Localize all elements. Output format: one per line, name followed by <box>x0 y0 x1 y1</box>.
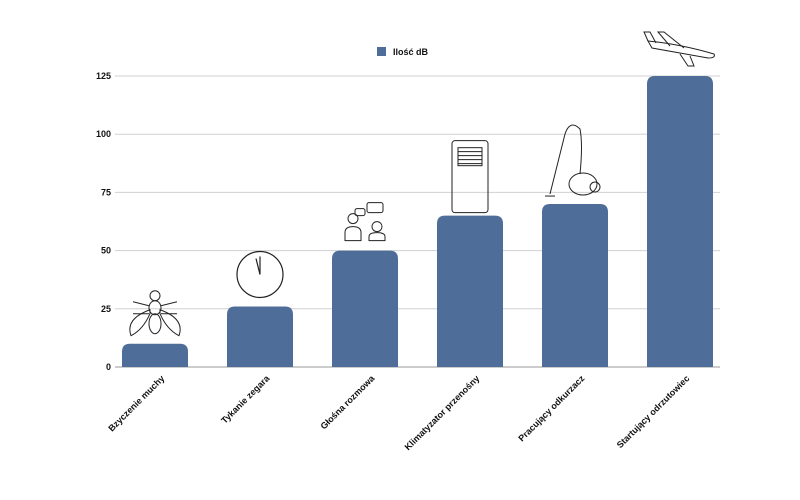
y-tick-label: 25 <box>101 304 111 314</box>
x-tick-label: Startujący odrzutowiec <box>615 373 692 450</box>
bar <box>437 215 503 367</box>
y-tick-label: 75 <box>101 187 111 197</box>
bar <box>227 306 293 367</box>
x-tick-label: Bzyczenie muchy <box>106 373 166 433</box>
y-tick-label: 0 <box>106 362 111 372</box>
x-tick-label: Klimatyzator przenośny <box>403 373 482 452</box>
x-tick-label: Pracujący odkurzacz <box>516 373 586 443</box>
x-tick-label: Głośna rozmowa <box>318 373 377 432</box>
y-tick-label: 125 <box>96 71 111 81</box>
vacuum-cleaner-icon <box>545 124 601 197</box>
x-tick-label: Tykanie zegara <box>219 373 272 426</box>
y-tick-label: 50 <box>101 246 111 256</box>
bar <box>332 250 398 367</box>
bar <box>647 76 713 367</box>
airplane-icon <box>643 31 715 67</box>
bar <box>542 204 608 367</box>
fly-icon <box>129 290 181 337</box>
bar <box>122 343 188 367</box>
legend-swatch <box>377 47 386 56</box>
air-conditioner-icon <box>451 140 489 214</box>
y-tick-label: 100 <box>96 129 111 139</box>
conversation-icon <box>344 202 386 242</box>
legend-label: Ilość dB <box>393 47 429 57</box>
clock-icon <box>236 250 284 299</box>
